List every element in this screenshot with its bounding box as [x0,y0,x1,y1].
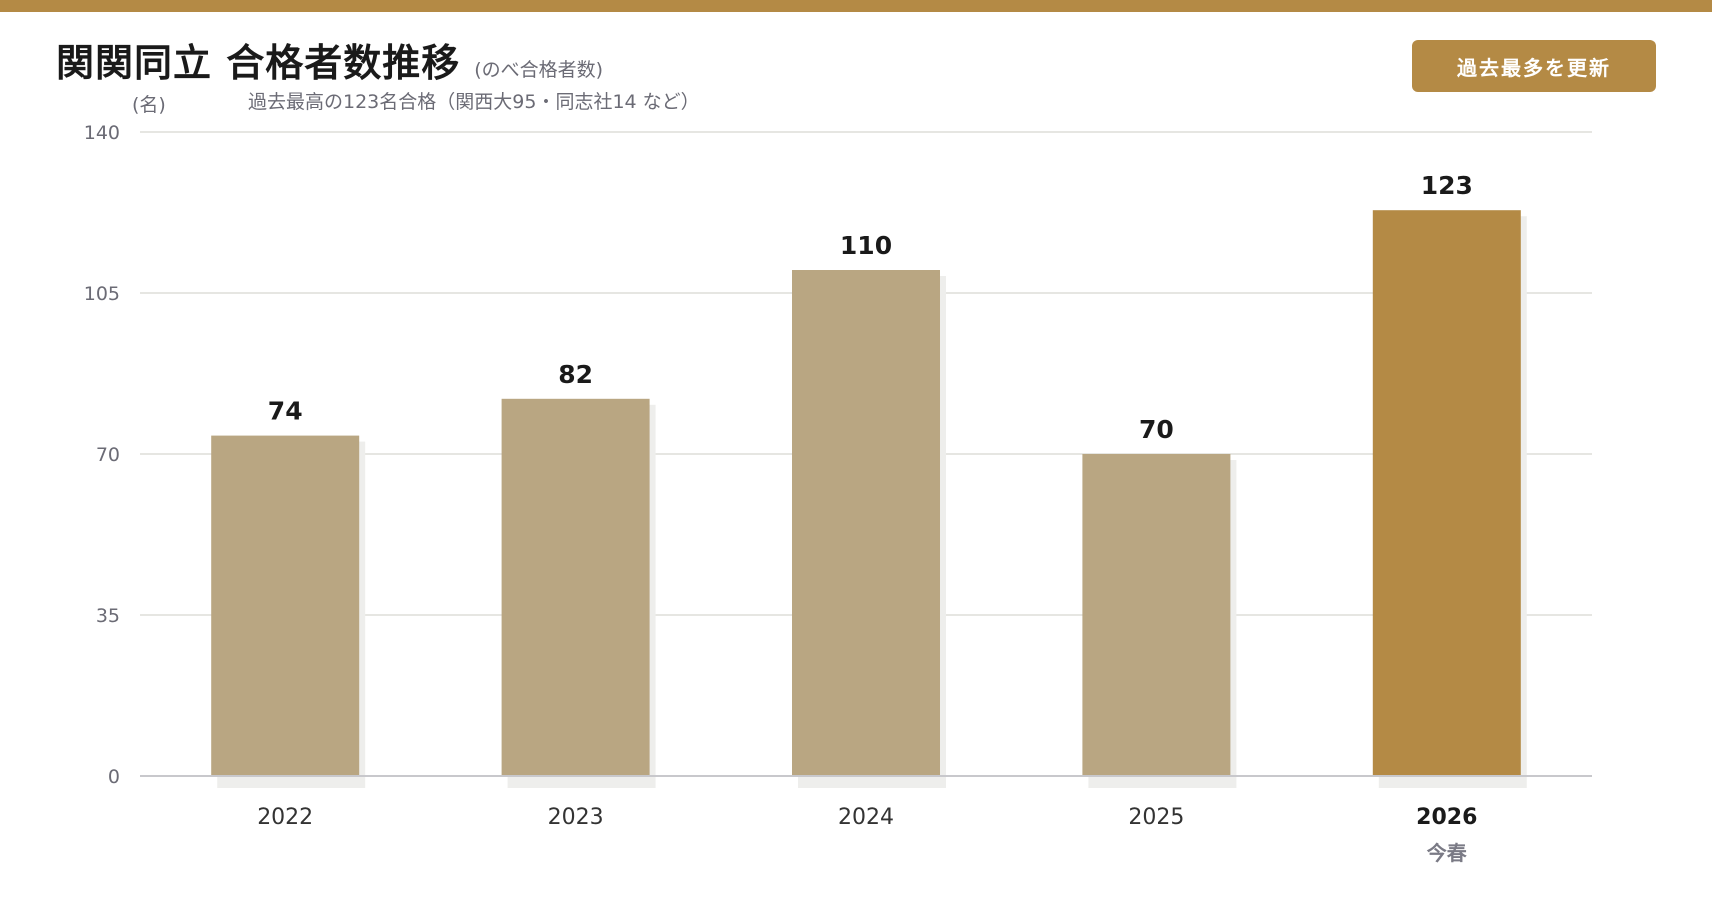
x-tick-label: 2025 [1128,805,1184,830]
data-label: 123 [1421,171,1473,200]
y-tick-label: 35 [96,605,120,627]
chart-title: 関関同立 合格者数推移 (のべ合格者数) [56,40,604,85]
data-label: 70 [1139,415,1174,444]
bar-2024 [792,270,940,776]
x-tick-sublabel: 今春 [1427,841,1468,865]
chart-subtitle: (のべ合格者数) [474,59,604,81]
bar-2025 [1082,454,1231,776]
data-label: 110 [840,231,892,260]
y-axis-unit: (名) [132,94,166,116]
y-tick-label: 105 [84,283,120,305]
y-tick-label: 140 [84,122,120,144]
data-label: 74 [268,397,303,426]
record-badge: 過去最多を更新 [1412,40,1656,92]
y-tick-label: 0 [108,766,120,788]
bar-2022 [211,435,360,776]
y-tick-label: 70 [96,444,120,466]
x-tick-label: 2022 [257,805,313,830]
chart-note: 過去最高の123名合格（関西大95・同志社14 など） [248,91,700,113]
bar-2023 [501,398,650,776]
x-tick-label: 2024 [838,805,894,830]
x-tick-label: 2026 [1416,805,1477,830]
data-label: 82 [558,360,593,389]
bar-2026 [1372,210,1521,776]
x-tick-label: 2023 [548,805,604,830]
top-accent-bar [0,0,1712,12]
